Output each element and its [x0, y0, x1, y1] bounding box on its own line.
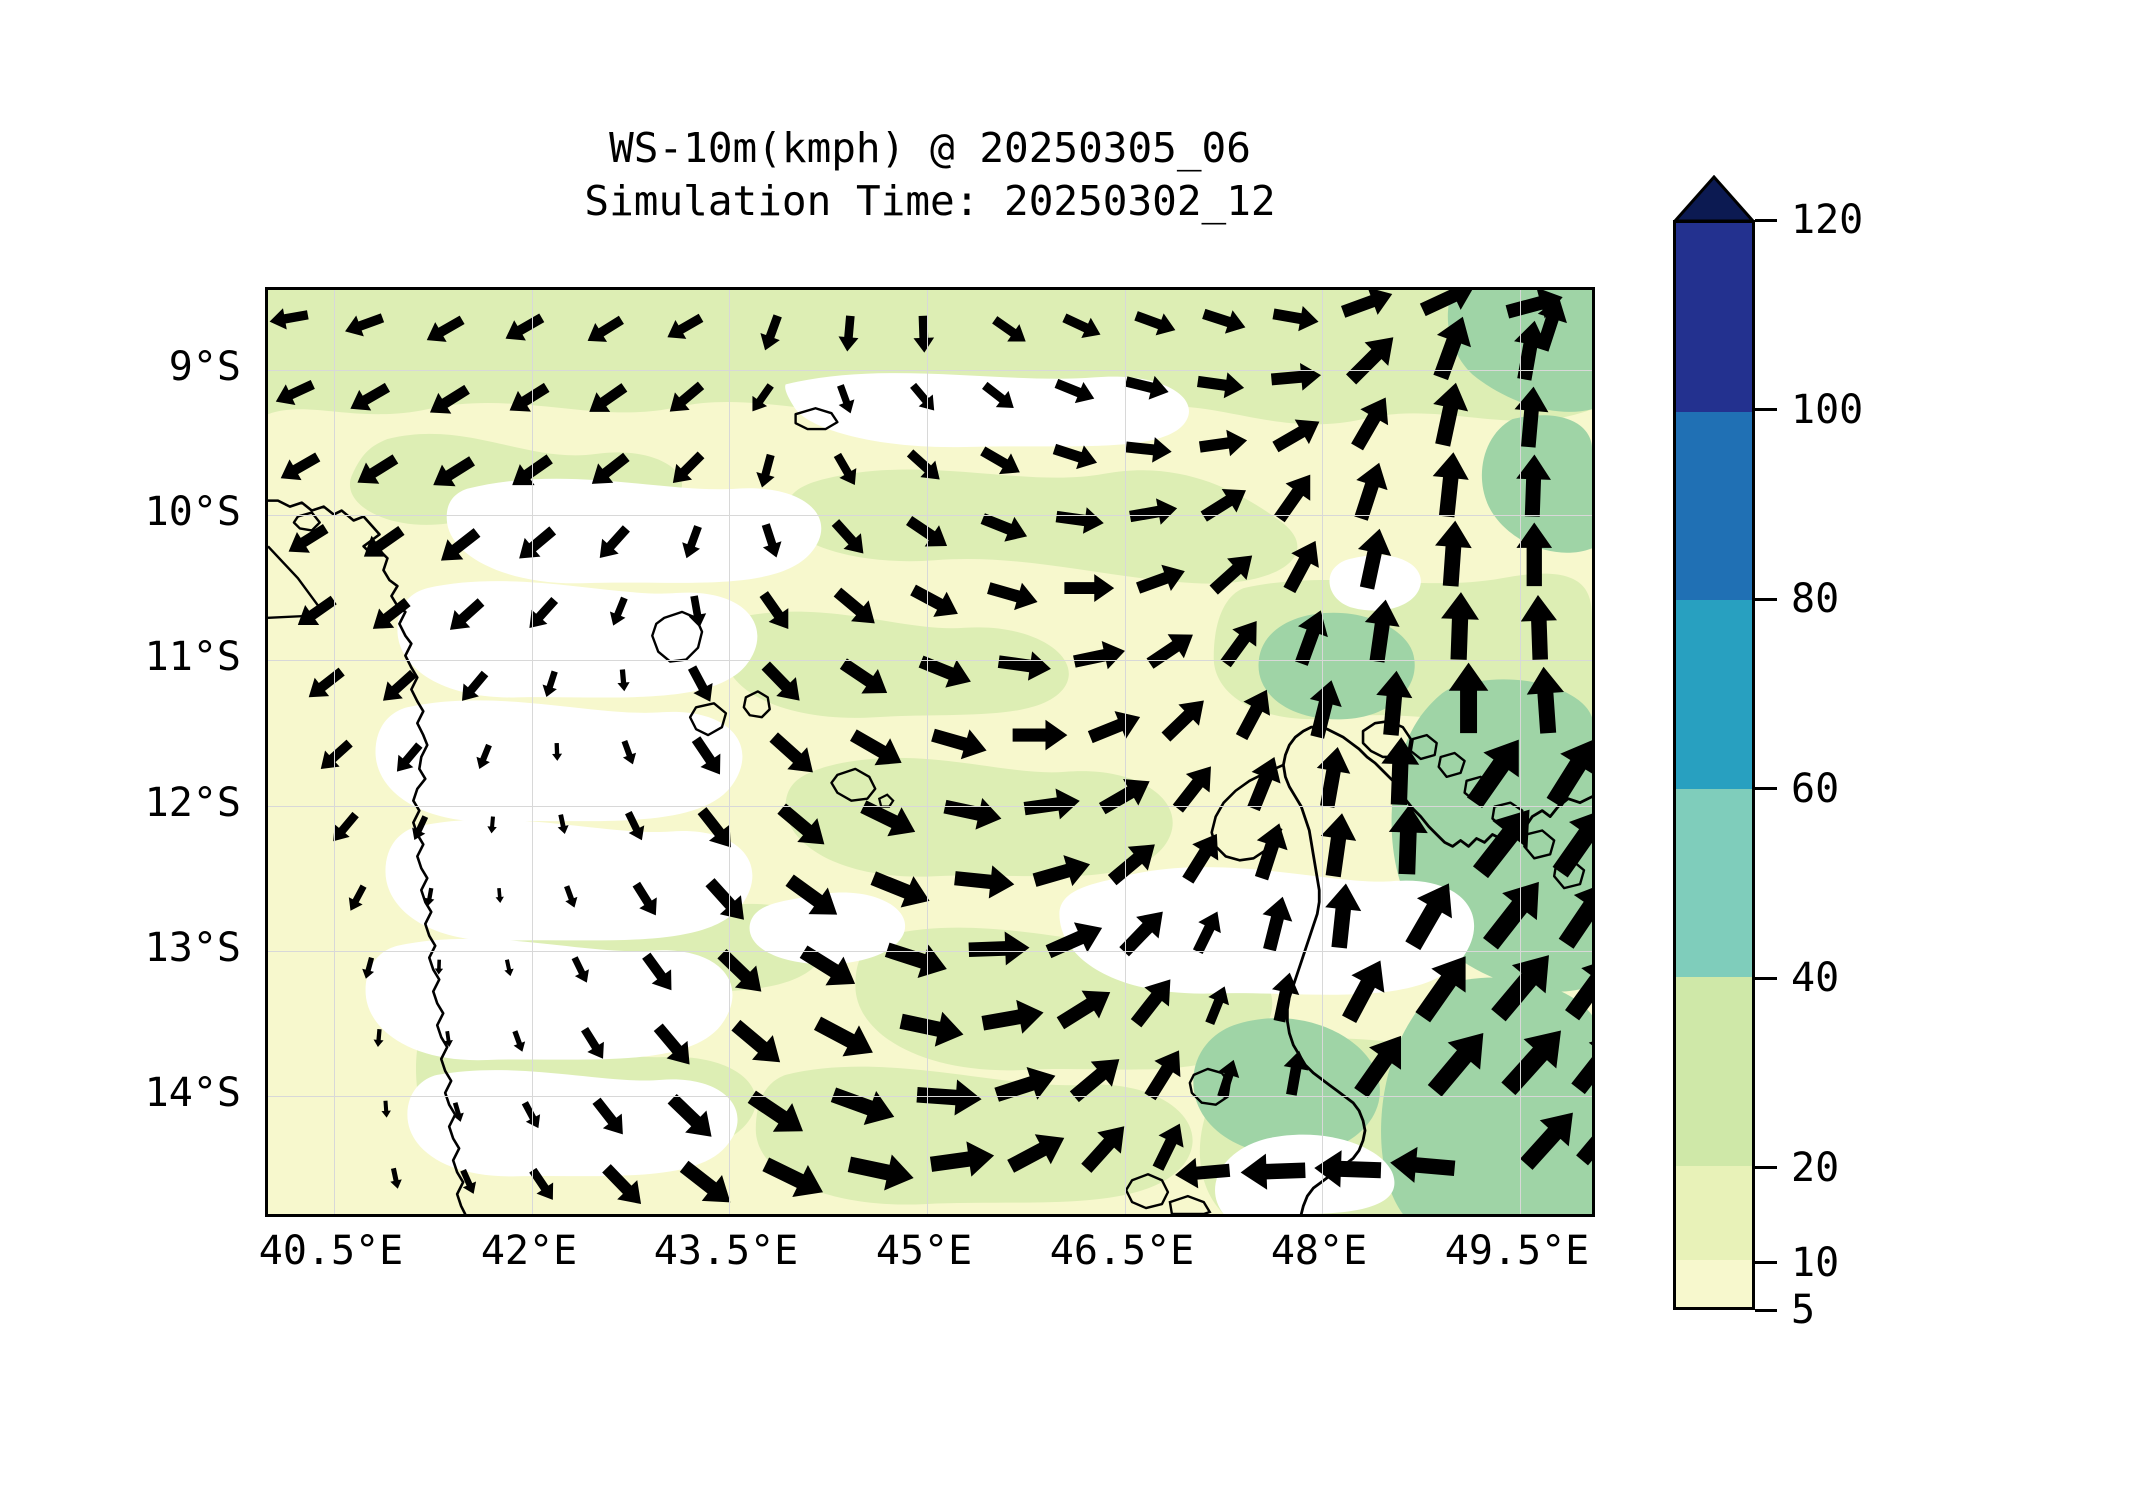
gridline-vertical: [334, 290, 335, 1214]
title-line-2: Simulation Time: 20250302_12: [584, 177, 1276, 226]
colorbar-extend-arrow-max: [1671, 174, 1757, 223]
x-tick-label: 49.5°E: [1444, 1228, 1590, 1274]
y-tick-label: 10°S: [144, 489, 241, 535]
y-tick-label: 9°S: [168, 344, 241, 390]
x-tick-label: 46.5°E: [1049, 1228, 1195, 1274]
colorbar-tick: 10: [1755, 1240, 1839, 1286]
colorbar-segment-10-20: [1676, 1165, 1752, 1260]
gridline-vertical: [729, 290, 730, 1214]
x-tick-label: 45°E: [875, 1228, 973, 1274]
gridline-vertical: [927, 290, 928, 1214]
colorbar-tick-label: 100: [1791, 386, 1864, 433]
colorbar-tick-label: 5: [1791, 1287, 1816, 1333]
colorbar-tick: 20: [1755, 1145, 1839, 1191]
x-axis-tick-labels: 40.5°E 42°E 43.5°E 45°E 46.5°E 48°E 49.5…: [259, 1228, 1595, 1288]
gridline-vertical: [532, 290, 533, 1214]
map-axes: [265, 287, 1595, 1217]
y-tick-label: 12°S: [144, 780, 241, 826]
x-tick-label: 40.5°E: [258, 1228, 404, 1274]
gridline-horizontal: [268, 951, 1592, 952]
colorbar-tick: 80: [1755, 576, 1839, 622]
colorbar-segment-80-100: [1676, 411, 1752, 600]
colorbar-segment-40-60: [1676, 788, 1752, 978]
colorbar-segment-100-120: [1676, 223, 1752, 412]
map-contour-layer: [268, 290, 1592, 1214]
colorbar-tick-labels: 120 100 80 60 40 20: [1755, 197, 1995, 1333]
colorbar-tick-label: 80: [1791, 576, 1840, 623]
colorbar-tick-line: [1755, 1166, 1777, 1170]
y-tick-label: 13°S: [144, 925, 241, 971]
x-tick-label: 42°E: [480, 1228, 578, 1274]
colorbar-tick-line: [1755, 1261, 1777, 1265]
colorbar-tick-line: [1755, 787, 1777, 791]
colorbar-tick-line: [1755, 218, 1777, 222]
colorbar-tick-line: [1755, 1308, 1777, 1312]
x-tick-label: 43.5°E: [653, 1228, 799, 1274]
colorbar-tick: 40: [1755, 955, 1839, 1001]
colorbar-tick-label: 120: [1791, 197, 1864, 243]
colorbar-gradient: [1673, 220, 1755, 1310]
colorbar-tick-label: 10: [1791, 1239, 1840, 1286]
gridline-horizontal: [268, 515, 1592, 516]
gridline-horizontal: [268, 660, 1592, 661]
y-axis-tick-labels: 9°S 10°S 11°S 12°S 13°S 14°S: [80, 287, 255, 1217]
colorbar-tick-label: 40: [1791, 955, 1840, 1002]
gridline-horizontal: [268, 370, 1592, 371]
colorbar-tick-label: 20: [1791, 1144, 1840, 1191]
colorbar-segment-60-80: [1676, 600, 1752, 789]
colorbar-tick-line: [1755, 408, 1777, 412]
colorbar-tick: 100: [1755, 387, 1863, 433]
colorbar-segment-5-10: [1676, 1259, 1752, 1307]
colorbar-tick-label: 60: [1791, 765, 1840, 812]
colorbar[interactable]: 120 100 80 60 40 20: [1671, 174, 2003, 1355]
colorbar-segment-20-40: [1676, 977, 1752, 1166]
colorbar-tick-line: [1755, 597, 1777, 601]
title-line-1: WS-10m(kmph) @ 20250305_06: [609, 124, 1251, 172]
colorbar-tick-line: [1755, 976, 1777, 980]
colorbar-tick: 120: [1755, 197, 1863, 243]
y-tick-label: 14°S: [144, 1070, 241, 1116]
colorbar-tick: 5: [1755, 1287, 1815, 1333]
gridline-horizontal: [268, 1096, 1592, 1097]
gridline-vertical: [1125, 290, 1126, 1214]
gridline-horizontal: [268, 806, 1592, 807]
gridline-vertical: [1520, 290, 1521, 1214]
x-tick-label: 48°E: [1270, 1228, 1368, 1274]
colorbar-tick: 60: [1755, 766, 1839, 812]
gridline-vertical: [1322, 290, 1323, 1214]
y-tick-label: 11°S: [144, 634, 241, 680]
chart-title: WS-10m(kmph) @ 20250305_06 Simulation Ti…: [265, 122, 1595, 229]
